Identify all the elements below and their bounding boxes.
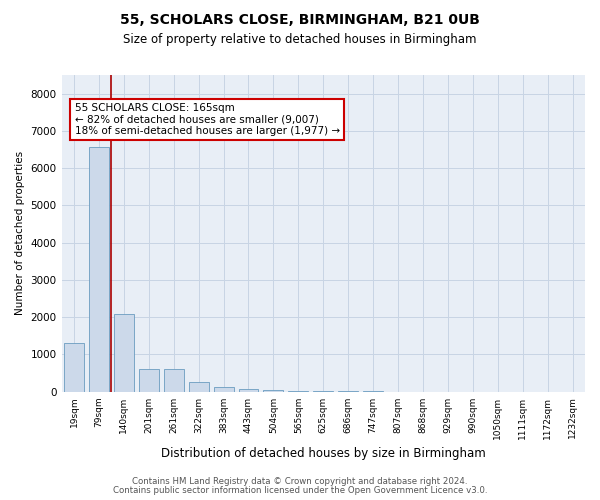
Bar: [164, 370, 184, 392]
Bar: [313, 391, 333, 392]
Bar: [114, 314, 134, 392]
Bar: [239, 388, 259, 392]
Bar: [89, 147, 109, 392]
Bar: [263, 390, 283, 392]
Bar: [139, 370, 159, 392]
Bar: [289, 390, 308, 392]
Text: Contains HM Land Registry data © Crown copyright and database right 2024.: Contains HM Land Registry data © Crown c…: [132, 477, 468, 486]
Bar: [188, 382, 209, 392]
Text: Size of property relative to detached houses in Birmingham: Size of property relative to detached ho…: [123, 32, 477, 46]
X-axis label: Distribution of detached houses by size in Birmingham: Distribution of detached houses by size …: [161, 447, 485, 460]
Y-axis label: Number of detached properties: Number of detached properties: [15, 152, 25, 316]
Bar: [64, 343, 84, 392]
Text: 55 SCHOLARS CLOSE: 165sqm
← 82% of detached houses are smaller (9,007)
18% of se: 55 SCHOLARS CLOSE: 165sqm ← 82% of detac…: [74, 103, 340, 136]
Bar: [214, 387, 233, 392]
Text: 55, SCHOLARS CLOSE, BIRMINGHAM, B21 0UB: 55, SCHOLARS CLOSE, BIRMINGHAM, B21 0UB: [120, 12, 480, 26]
Text: Contains public sector information licensed under the Open Government Licence v3: Contains public sector information licen…: [113, 486, 487, 495]
